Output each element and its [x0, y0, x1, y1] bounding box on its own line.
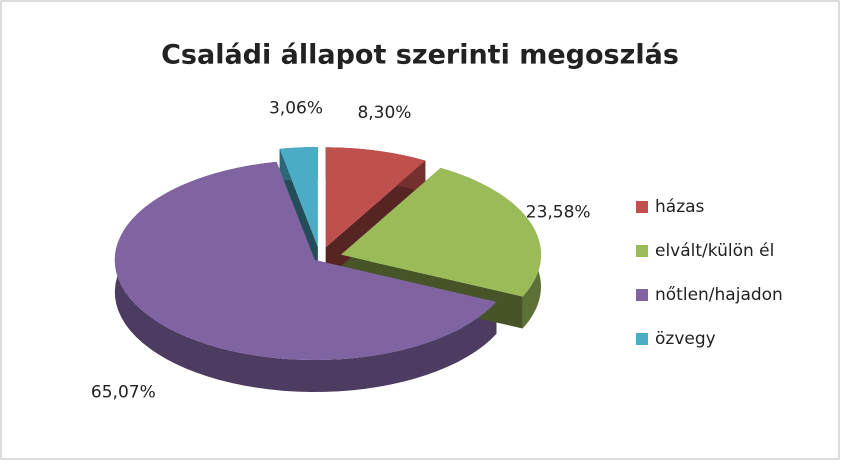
data-label: 65,07%	[91, 383, 156, 403]
pie: 8,30% 23,58% 65,07% 3,06%	[91, 99, 591, 403]
legend-label: elvált/külön él	[655, 241, 774, 261]
data-label: 23,58%	[526, 202, 591, 222]
legend-swatch	[636, 201, 648, 213]
data-label: 8,30%	[357, 103, 411, 123]
legend-swatch	[636, 245, 648, 257]
slice	[340, 167, 541, 297]
legend-label: házas	[655, 197, 705, 217]
legend-label: özvegy	[655, 329, 716, 349]
legend-label: nőtlen/hajadon	[655, 285, 783, 305]
chart-title: Családi állapot szerinti megoszlás	[161, 40, 679, 71]
slice	[325, 147, 426, 248]
slice	[114, 161, 497, 361]
slice	[279, 147, 318, 248]
legend-swatch	[636, 289, 648, 301]
legend: házas elvált/külön él nőtlen/hajadon özvegy	[636, 197, 783, 349]
data-label: 3,06%	[269, 99, 323, 119]
legend-swatch	[636, 333, 648, 345]
